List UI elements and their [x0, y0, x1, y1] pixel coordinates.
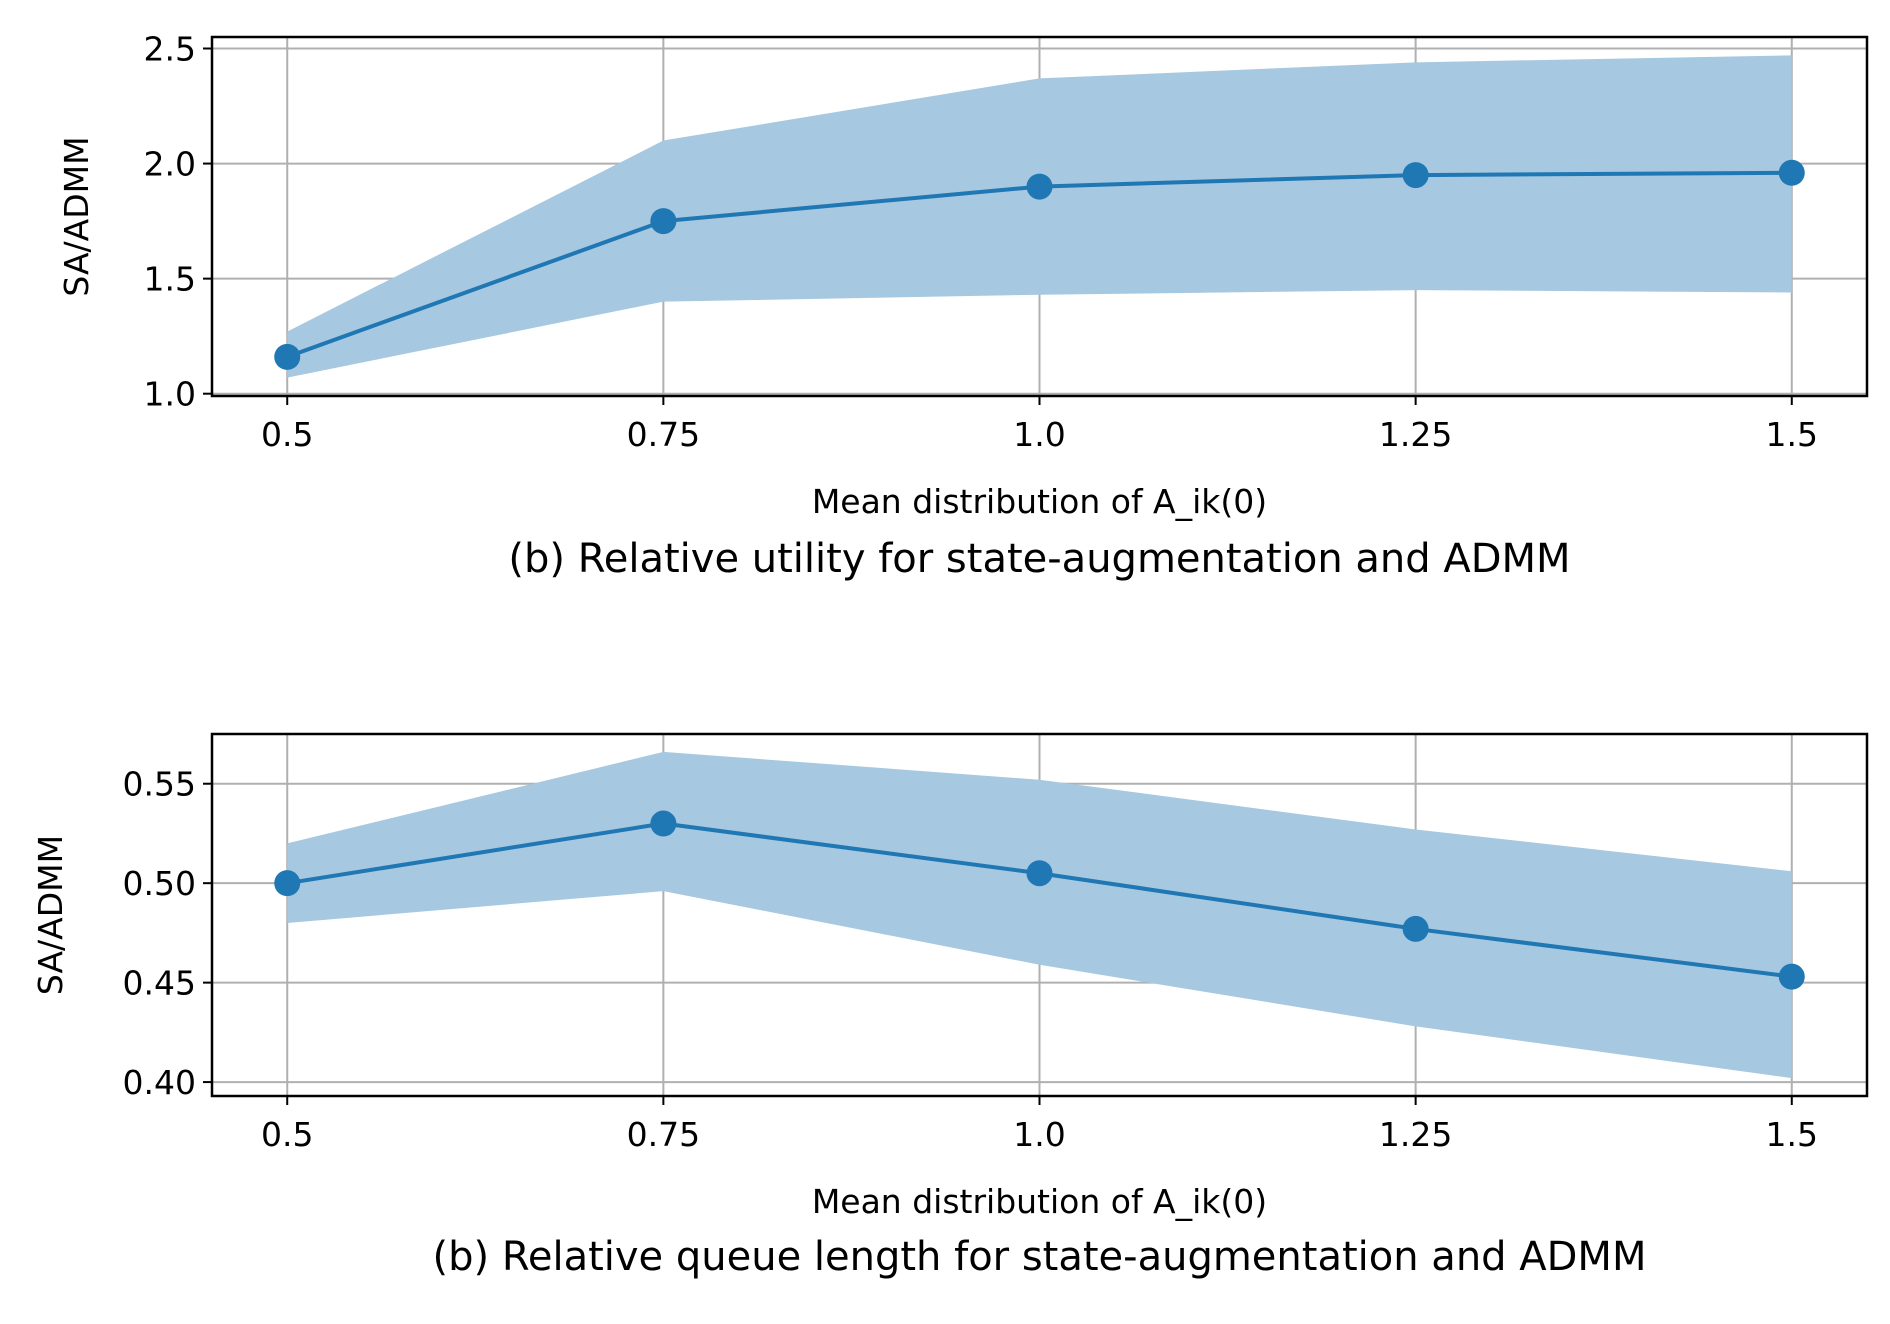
data-point: [1402, 162, 1429, 189]
x-tick-label: 0.75: [627, 415, 700, 454]
y-tick-label: 2.5: [144, 30, 196, 69]
y-tick-label: 2.0: [144, 145, 196, 184]
x-tick-label: 1.25: [1379, 415, 1452, 454]
y-axis-label: SA/ADMM: [57, 136, 96, 296]
data-point: [650, 810, 677, 837]
y-axis-label: SA/ADMM: [31, 835, 70, 995]
data-point: [1778, 963, 1805, 990]
data-point: [274, 343, 301, 370]
x-tick-label: 1.5: [1766, 415, 1818, 454]
confidence-band: [287, 55, 1792, 378]
chart-caption: (b) Relative utility for state-augmentat…: [508, 536, 1570, 582]
x-axis-label: Mean distribution of A_ik(0): [812, 1182, 1267, 1221]
y-tick-label: 0.50: [123, 864, 196, 903]
x-tick-label: 0.75: [627, 1115, 700, 1154]
data-point: [1026, 173, 1053, 200]
x-tick-label: 1.0: [1013, 1115, 1065, 1154]
chart-2: 0.5 0.75 1.0 1.25 1.5 0.40 0.45 0.50 0.55 Mean di…: [31, 732, 1869, 1280]
data-point: [1402, 915, 1429, 942]
y-tick-label: 1.0: [144, 375, 196, 414]
chart-1: 0.5 0.75 1.0 1.25 1.5 1.0 1.5 2.0 2.5 Mean distri…: [57, 30, 1869, 582]
y-tick-label: 0.45: [123, 964, 196, 1003]
x-tick-label: 1.5: [1766, 1115, 1818, 1154]
x-tick-label: 1.0: [1013, 415, 1065, 454]
data-point: [274, 870, 301, 897]
x-tick-label: 0.5: [261, 1115, 313, 1154]
data-point: [650, 208, 677, 235]
x-tick-label: 0.5: [261, 415, 313, 454]
x-axis-label: Mean distribution of A_ik(0): [812, 482, 1267, 521]
y-tick-label: 1.5: [144, 260, 196, 299]
y-tick-label: 0.40: [123, 1063, 196, 1102]
x-tick-label: 1.25: [1379, 1115, 1452, 1154]
data-point: [1026, 860, 1053, 887]
y-tick-label: 0.55: [123, 765, 196, 804]
chart-caption: (b) Relative queue length for state-augm…: [433, 1234, 1647, 1280]
data-point: [1778, 159, 1805, 186]
